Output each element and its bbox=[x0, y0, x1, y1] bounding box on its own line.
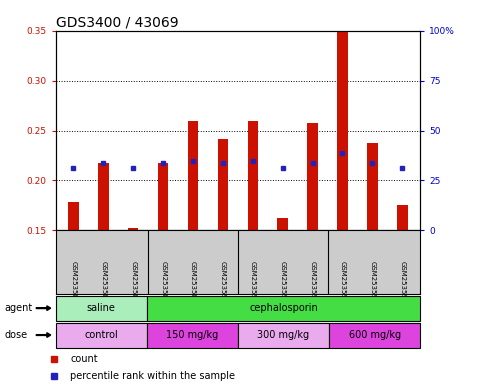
Bar bbox=[56, 296, 147, 321]
Text: GSM253591: GSM253591 bbox=[250, 261, 256, 303]
Text: 600 mg/kg: 600 mg/kg bbox=[349, 330, 401, 340]
Text: GDS3400 / 43069: GDS3400 / 43069 bbox=[56, 16, 178, 30]
Text: percentile rank within the sample: percentile rank within the sample bbox=[70, 371, 235, 381]
Bar bbox=[147, 323, 238, 348]
Bar bbox=[329, 323, 420, 348]
Bar bbox=[367, 142, 378, 230]
Text: GSM253586: GSM253586 bbox=[100, 261, 106, 303]
Text: GSM253585: GSM253585 bbox=[71, 261, 76, 303]
Text: dose: dose bbox=[5, 330, 28, 340]
Text: 150 mg/kg: 150 mg/kg bbox=[166, 330, 218, 340]
Text: saline: saline bbox=[86, 303, 115, 313]
Bar bbox=[307, 122, 318, 230]
Text: GSM253589: GSM253589 bbox=[190, 261, 196, 303]
Text: GSM253588: GSM253588 bbox=[160, 261, 166, 303]
Bar bbox=[397, 205, 408, 230]
Text: GSM253595: GSM253595 bbox=[369, 261, 375, 303]
Text: GSM253596: GSM253596 bbox=[399, 261, 405, 303]
Text: GSM253592: GSM253592 bbox=[280, 261, 286, 303]
Text: GSM253594: GSM253594 bbox=[340, 261, 345, 303]
Text: GSM253590: GSM253590 bbox=[220, 261, 226, 303]
Bar bbox=[68, 202, 79, 230]
Text: count: count bbox=[70, 354, 98, 364]
Bar bbox=[188, 121, 199, 230]
Bar bbox=[158, 162, 169, 230]
Text: 300 mg/kg: 300 mg/kg bbox=[257, 330, 310, 340]
Text: agent: agent bbox=[5, 303, 33, 313]
Bar bbox=[98, 162, 109, 230]
Bar bbox=[56, 323, 147, 348]
Bar bbox=[128, 228, 139, 230]
Text: GSM253587: GSM253587 bbox=[130, 261, 136, 303]
Bar bbox=[277, 218, 288, 230]
Bar bbox=[147, 296, 420, 321]
Text: control: control bbox=[84, 330, 118, 340]
Bar bbox=[337, 31, 348, 230]
Bar bbox=[238, 323, 329, 348]
Text: GSM253593: GSM253593 bbox=[310, 261, 315, 303]
Bar bbox=[248, 121, 258, 230]
Text: cephalosporin: cephalosporin bbox=[249, 303, 318, 313]
Bar bbox=[218, 139, 228, 230]
